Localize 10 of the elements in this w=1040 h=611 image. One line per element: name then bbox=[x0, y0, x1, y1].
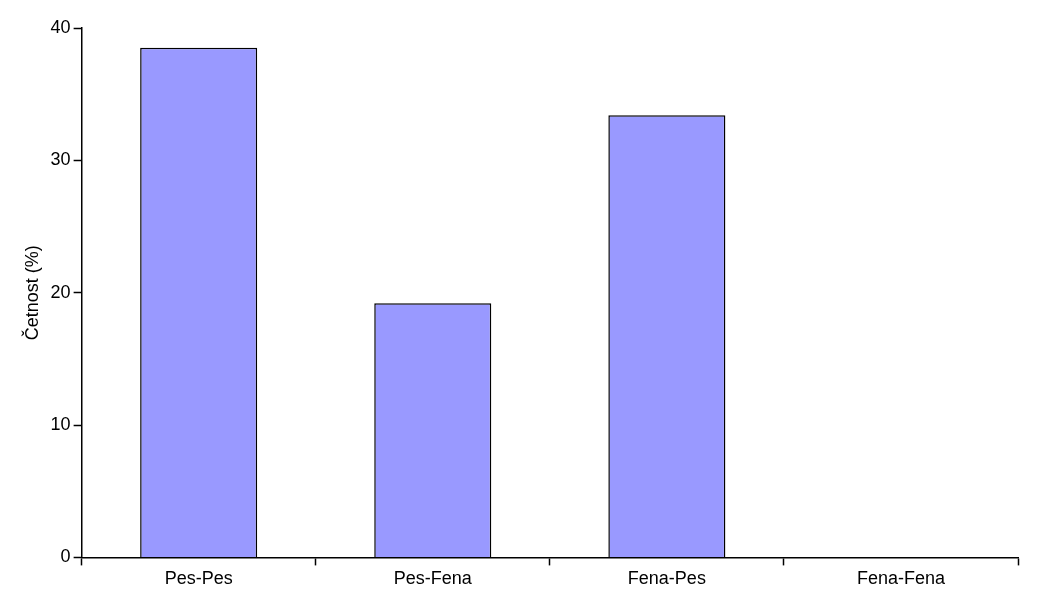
x-tick-label: Fena-Fena bbox=[856, 568, 946, 589]
y-tick-label: 40 bbox=[50, 16, 71, 37]
y-tick-label: 0 bbox=[60, 546, 71, 567]
y-tick-label: 20 bbox=[50, 281, 71, 302]
y-axis-title: Četnost (%) bbox=[20, 245, 42, 341]
y-tick-label: 30 bbox=[50, 149, 71, 170]
x-tick-label: Pes-Fena bbox=[393, 568, 473, 589]
y-tick-label: 10 bbox=[50, 414, 71, 435]
x-tick-label: Pes-Pes bbox=[164, 568, 233, 589]
x-tick-label: Fena-Pes bbox=[627, 568, 706, 589]
